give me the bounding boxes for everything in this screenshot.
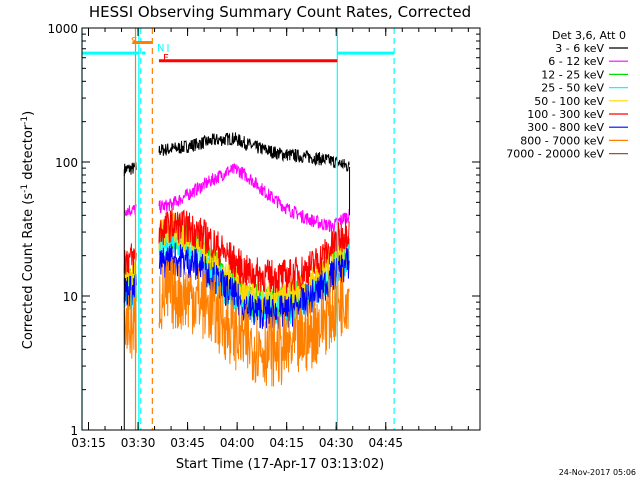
x-tick-label-1: 03:30 bbox=[121, 436, 156, 450]
legend-entry-0: 3 - 6 keV bbox=[555, 42, 604, 55]
legend-entry-3: 25 - 50 keV bbox=[541, 82, 604, 95]
y-axis-label-sup2: -1 bbox=[20, 116, 30, 125]
x-tick-label-6: 04:45 bbox=[368, 436, 403, 450]
legend-entry-5: 100 - 300 keV bbox=[527, 108, 604, 121]
series-5-line-0 bbox=[123, 243, 137, 275]
y-axis-label-sup1: -1 bbox=[20, 184, 30, 193]
plot-area: S NF 1 10 100 1000 03:15 03:30 03:45 04:00 04:15 04… bbox=[47, 22, 481, 450]
flag-label-N: N bbox=[157, 43, 164, 54]
footer-date: 24-Nov-2017 05:06 bbox=[559, 468, 636, 477]
series-7-line-1 bbox=[158, 257, 350, 387]
y-tick-label-3: 1000 bbox=[47, 22, 78, 36]
legend-entry-4: 50 - 100 keV bbox=[534, 95, 604, 108]
series-6-line-0 bbox=[123, 274, 137, 308]
chart-title: HESSI Observing Summary Count Rates, Cor… bbox=[89, 3, 471, 21]
x-tick-label-5: 04:30 bbox=[319, 436, 354, 450]
x-tick-label-2: 03:45 bbox=[170, 436, 205, 450]
y-tick-label-1: 10 bbox=[63, 290, 78, 304]
legend-entry-1: 6 - 12 keV bbox=[548, 55, 604, 68]
series-1-line-1 bbox=[158, 162, 350, 233]
legend-entry-2: 12 - 25 keV bbox=[541, 68, 604, 81]
series-6-line-1 bbox=[158, 243, 350, 329]
legend-title: Det 3,6, Att 0 bbox=[552, 29, 626, 42]
flag-label-F: F bbox=[163, 53, 169, 64]
y-axis-label: Corrected Count Rate (s-1 detector-1) bbox=[20, 111, 36, 349]
legend-entry-7: 800 - 7000 keV bbox=[520, 134, 604, 147]
y-axis-label-mid: detector bbox=[21, 124, 36, 184]
series-0-line-1 bbox=[158, 132, 350, 172]
flag-label-S: S bbox=[131, 36, 137, 47]
series-5-line-1 bbox=[158, 208, 350, 294]
x-axis-label: Start Time (17-Apr-17 03:13:02) bbox=[176, 457, 384, 472]
y-axis-label-main: Corrected Count Rate (s bbox=[21, 193, 36, 350]
x-tick-label-3: 04:00 bbox=[220, 436, 255, 450]
x-tick-label-0: 03:15 bbox=[71, 436, 106, 450]
series-0-line-0 bbox=[123, 162, 137, 177]
x-tick-label-4: 04:15 bbox=[269, 436, 304, 450]
legend-entry-6: 300 - 800 keV bbox=[527, 121, 604, 134]
series-1-line-0 bbox=[123, 204, 137, 217]
y-tick-label-2: 100 bbox=[55, 156, 78, 170]
series-7-line-0 bbox=[123, 290, 137, 359]
legend-entry-8: 7000 - 20000 keV bbox=[506, 148, 604, 161]
y-tick-label-0: 1 bbox=[70, 424, 78, 438]
y-axis-label-end: ) bbox=[21, 111, 36, 116]
plot-frame bbox=[81, 27, 481, 431]
